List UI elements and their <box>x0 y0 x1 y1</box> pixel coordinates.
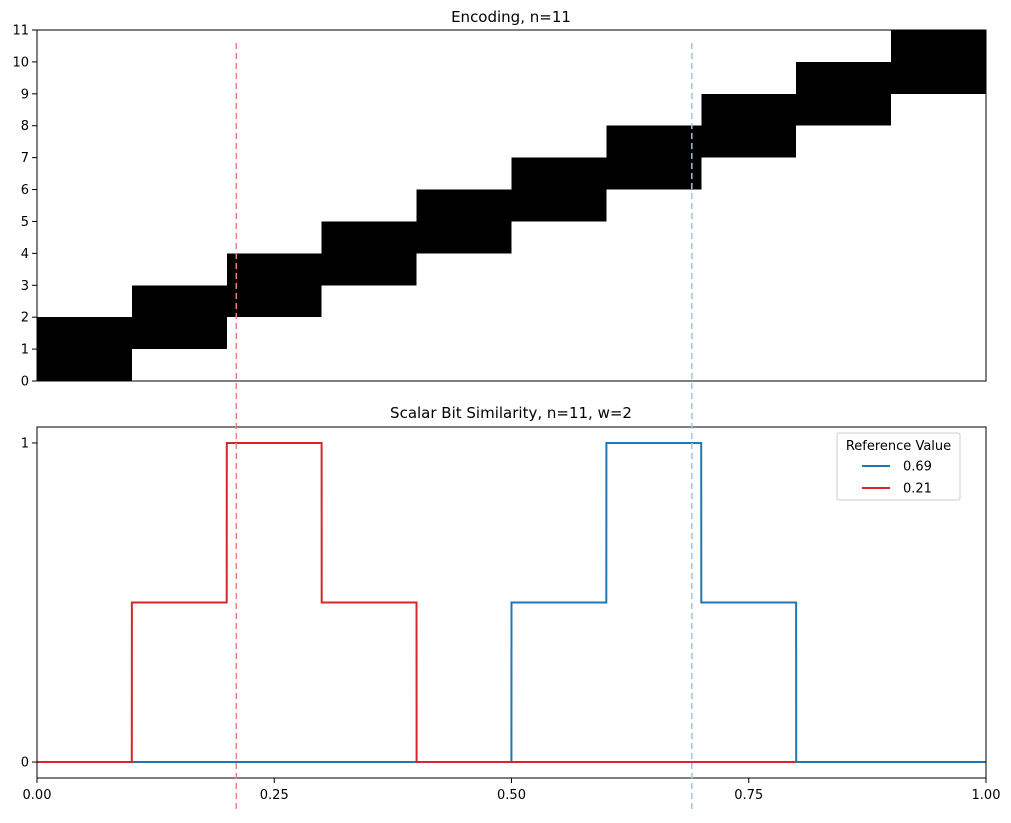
similarity-y-tick-labels: 01 <box>21 436 29 770</box>
similarity-series-lines <box>37 441 986 764</box>
similarity-x-tick-label: 0.75 <box>734 788 763 803</box>
similarity-y-tick-marks <box>32 442 37 763</box>
similarity-x-tick-labels: 0.00 0.25 0.50 0.75 1.00 <box>23 788 1001 803</box>
encoding-y-tick-label: 7 <box>21 151 29 166</box>
encoding-cell <box>37 317 132 350</box>
encoding-axes-frame <box>36 29 987 382</box>
encoding-cell <box>416 189 512 222</box>
encoding-cell <box>701 93 797 126</box>
legend-label-069: 0.69 <box>903 460 932 475</box>
legend-box <box>836 432 961 501</box>
encoding-y-tick-label: 9 <box>21 87 29 102</box>
encoding-cell <box>131 285 227 318</box>
encoding-y-tick-label: 3 <box>21 279 29 294</box>
similarity-x-tick-label: 0.00 <box>23 788 52 803</box>
encoding-y-tick-label: 6 <box>21 183 29 198</box>
legend-title: Reference Value <box>846 439 951 454</box>
encoding-cell <box>226 285 322 318</box>
encoding-cell <box>511 157 607 190</box>
encoding-cell <box>416 221 512 254</box>
similarity-x-tick-marks <box>36 778 987 783</box>
encoding-chart: Encoding, n=11 0 1 2 3 4 5 6 7 8 9 10 11 <box>12 8 987 390</box>
encoding-y-tick-label: 1 <box>21 343 29 358</box>
similarity-y-tick-label: 0 <box>21 756 29 771</box>
series-line-069 <box>37 441 986 764</box>
legend-label-021: 0.21 <box>903 482 932 497</box>
similarity-x-tick-label: 0.50 <box>497 788 526 803</box>
similarity-chart: Scalar Bit Similarity, n=11, w=2 0.00 0.2… <box>21 404 1001 803</box>
encoding-y-tick-label: 0 <box>21 375 29 390</box>
encoding-cell <box>511 189 607 222</box>
encoding-cell <box>796 93 892 126</box>
legend: Reference Value 0.69 0.21 <box>836 432 961 501</box>
encoding-cell <box>606 125 702 158</box>
encoding-cell <box>37 349 132 381</box>
encoding-y-tick-label: 5 <box>21 215 29 230</box>
series-line-021 <box>37 441 797 764</box>
similarity-x-tick-label: 0.25 <box>260 788 289 803</box>
encoding-y-tick-label: 4 <box>21 247 29 262</box>
encoding-y-tick-labels: 0 1 2 3 4 5 6 7 8 9 10 11 <box>12 24 29 390</box>
encoding-y-tick-label: 11 <box>12 24 29 39</box>
encoding-y-tick-label: 8 <box>21 119 29 134</box>
encoding-y-tick-marks <box>32 29 37 382</box>
similarity-axes-frame <box>36 426 987 779</box>
encoding-cell <box>701 125 797 158</box>
encoding-chart-title: Encoding, n=11 <box>451 8 571 26</box>
similarity-y-tick-label: 1 <box>21 436 29 451</box>
encoding-cells <box>37 30 986 381</box>
encoding-y-tick-label: 2 <box>21 311 29 326</box>
similarity-chart-title: Scalar Bit Similarity, n=11, w=2 <box>390 404 632 422</box>
encoding-cell <box>891 61 986 94</box>
encoding-cell <box>226 253 322 286</box>
encoding-cell <box>891 30 986 62</box>
encoding-cell <box>796 61 892 94</box>
encoding-cell <box>606 157 702 190</box>
encoding-cell <box>321 221 417 254</box>
encoding-y-tick-label: 10 <box>12 55 29 70</box>
encoding-cell <box>321 253 417 286</box>
reference-lines <box>235 43 693 813</box>
encoding-cell <box>131 317 227 350</box>
similarity-x-tick-label: 1.00 <box>972 788 1001 803</box>
